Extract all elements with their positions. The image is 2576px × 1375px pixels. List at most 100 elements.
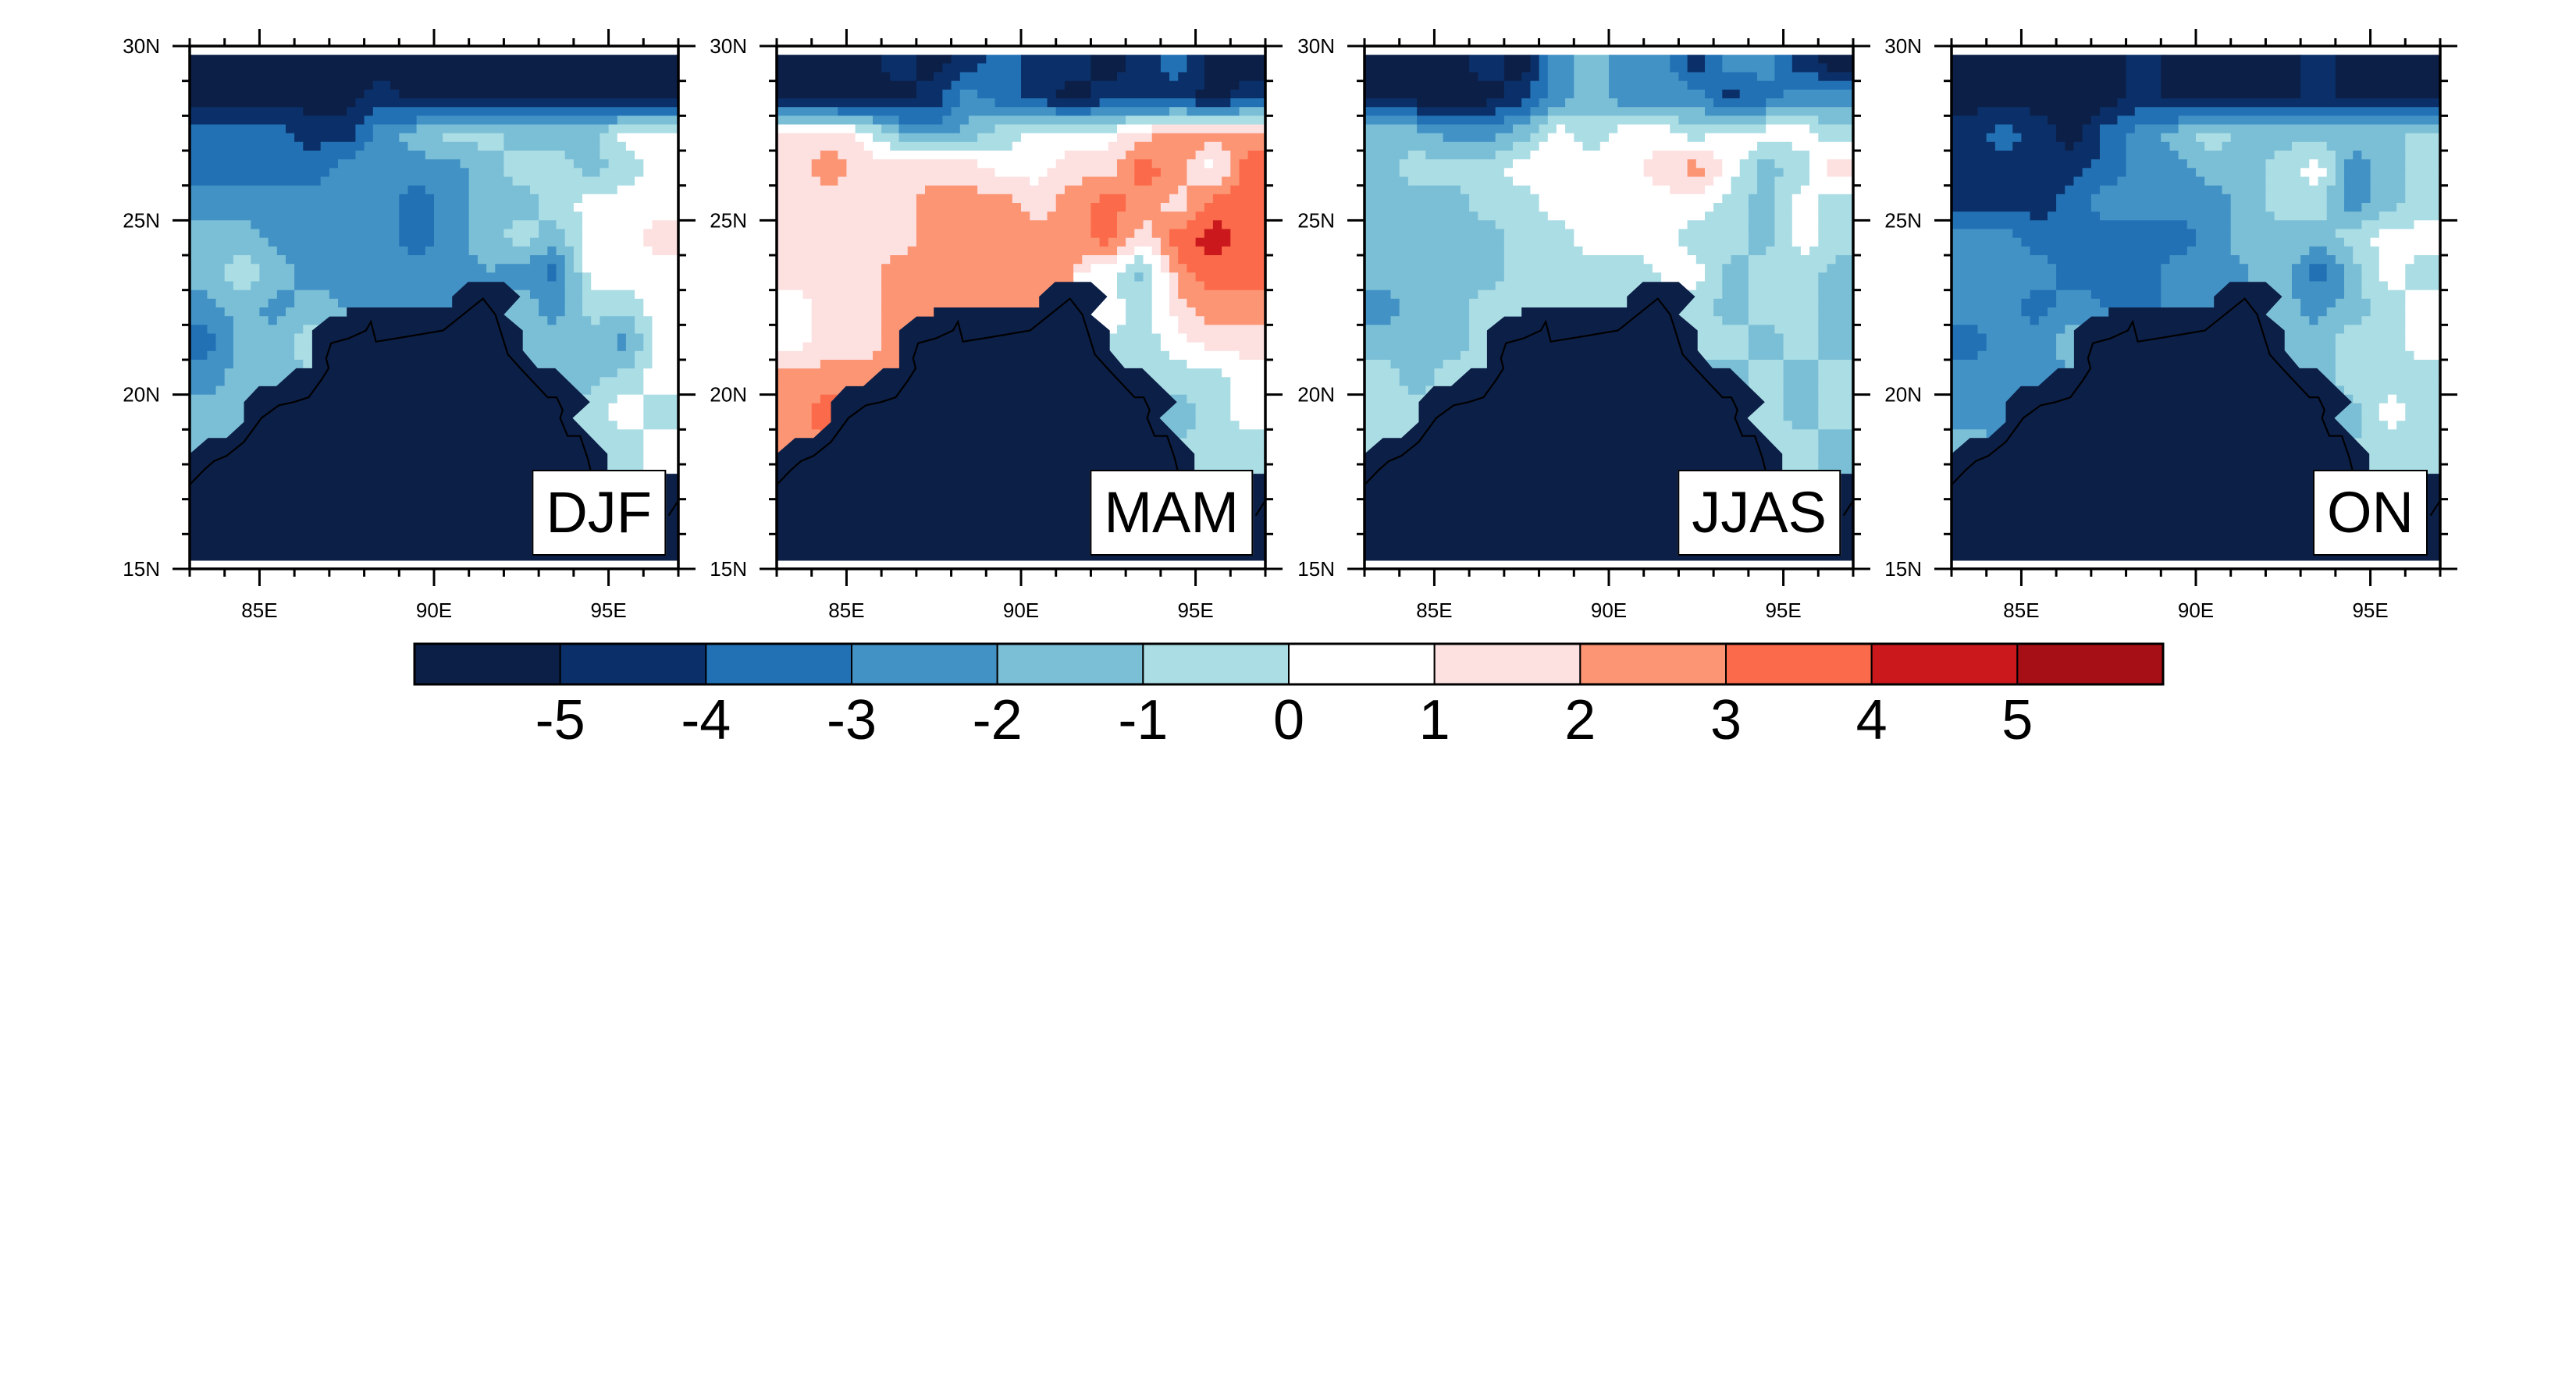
heatmap-cell bbox=[2335, 176, 2345, 187]
heatmap-cell bbox=[1783, 385, 1819, 396]
heatmap-cell bbox=[2318, 159, 2336, 169]
heatmap-cell bbox=[190, 115, 365, 126]
heatmap-cell bbox=[2021, 307, 2048, 317]
heatmap-cell bbox=[1818, 325, 1854, 335]
heatmap-cell bbox=[1478, 211, 1549, 221]
heatmap-cell bbox=[1547, 115, 1680, 126]
heatmap-cell bbox=[1021, 203, 1057, 212]
heatmap-cell bbox=[777, 229, 917, 239]
heatmap-cell bbox=[777, 272, 882, 282]
heatmap-cell bbox=[2387, 421, 2397, 430]
heatmap-cell bbox=[2090, 290, 2161, 300]
heatmap-cell bbox=[1187, 360, 1266, 369]
heatmap-cell bbox=[1187, 203, 1205, 212]
heatmap-cell bbox=[2030, 246, 2188, 256]
heatmap-cell bbox=[1705, 107, 1767, 116]
heatmap-cell bbox=[1204, 203, 1266, 212]
heatmap-cell bbox=[1461, 185, 1531, 195]
heatmap-cell bbox=[434, 194, 470, 204]
heatmap-cell bbox=[1774, 203, 1793, 212]
heatmap-cell bbox=[2353, 455, 2441, 465]
heatmap-cell bbox=[399, 133, 443, 143]
heatmap-cell bbox=[1151, 298, 1170, 308]
heatmap-cell bbox=[1151, 124, 1266, 134]
heatmap-cell bbox=[190, 194, 400, 204]
heatmap-cell bbox=[1204, 246, 1222, 256]
heatmap-cell bbox=[873, 151, 1066, 160]
heatmap-cell bbox=[1952, 168, 2083, 178]
heatmap-cell bbox=[1952, 185, 2065, 195]
heatmap-cell bbox=[1117, 220, 1144, 230]
heatmap-cell bbox=[564, 229, 583, 239]
coastline bbox=[667, 500, 679, 517]
heatmap-cell bbox=[1731, 412, 1784, 421]
heatmap-cell bbox=[1126, 307, 1153, 317]
heatmap-cell bbox=[1099, 194, 1126, 204]
colorbar-label: 3 bbox=[1710, 689, 1742, 751]
heatmap-cell bbox=[1774, 194, 1793, 204]
heatmap-cell bbox=[635, 316, 653, 325]
heatmap-cell bbox=[2090, 203, 2232, 212]
heatmap-cell bbox=[1055, 107, 1091, 116]
heatmap-cell bbox=[1748, 272, 1819, 282]
heatmap-cell bbox=[1195, 237, 1231, 247]
heatmap-cell bbox=[1151, 176, 1187, 187]
heatmap-cell bbox=[1952, 211, 2031, 221]
heatmap-cell bbox=[1012, 141, 1109, 151]
heatmap-cell bbox=[1390, 316, 1470, 325]
heatmap-cell bbox=[881, 63, 917, 73]
heatmap-cell bbox=[643, 168, 679, 178]
heatmap-cell bbox=[2344, 385, 2441, 396]
heatmap-cell bbox=[224, 307, 260, 317]
heatmap-cell bbox=[2178, 151, 2275, 160]
heatmap-cell bbox=[1609, 89, 1706, 99]
heatmap-cell bbox=[2161, 55, 2301, 64]
lon-tick-label: 90E bbox=[2178, 599, 2214, 622]
heatmap-cell bbox=[1117, 281, 1153, 291]
heatmap-cell bbox=[1722, 316, 1749, 325]
heatmap-cell bbox=[2056, 290, 2092, 300]
heatmap-cell bbox=[1818, 272, 1854, 282]
heatmap-cell bbox=[811, 159, 847, 169]
heatmap-cell bbox=[224, 272, 260, 282]
heatmap-cell bbox=[1195, 412, 1231, 421]
heatmap-cell bbox=[1364, 350, 1461, 361]
heatmap-cell bbox=[2073, 141, 2101, 151]
colorbar-swatch bbox=[996, 643, 1144, 685]
heatmap-cell bbox=[1582, 141, 1601, 151]
heatmap-cell bbox=[777, 403, 813, 413]
heatmap-cell bbox=[916, 89, 943, 99]
heatmap-cell bbox=[276, 316, 347, 325]
heatmap-cell bbox=[2056, 194, 2092, 204]
heatmap-cell bbox=[881, 55, 917, 64]
heatmap-cell bbox=[2405, 403, 2441, 413]
heatmap-cell bbox=[959, 72, 1022, 82]
heatmap-cell bbox=[2292, 290, 2345, 300]
heatmap-cell bbox=[777, 72, 891, 82]
heatmap-cell bbox=[2361, 272, 2380, 282]
heatmap-cell bbox=[259, 229, 400, 239]
heatmap-cell bbox=[1818, 229, 1854, 239]
heatmap-cell bbox=[573, 264, 583, 273]
heatmap-cell bbox=[777, 316, 813, 325]
colorbar-swatch bbox=[559, 643, 707, 685]
heatmap-cell bbox=[1695, 360, 1749, 369]
heatmap-cell bbox=[1082, 176, 1135, 187]
heatmap-cell bbox=[2100, 124, 2136, 134]
heatmap-cell bbox=[1204, 159, 1214, 169]
heatmap-cell bbox=[190, 133, 295, 143]
heatmap-cell bbox=[1204, 72, 1266, 82]
axis-ticks bbox=[1934, 29, 2457, 586]
heatmap-cell bbox=[1986, 133, 2022, 143]
heatmap-cell bbox=[251, 255, 286, 265]
heatmap-cell bbox=[1722, 194, 1749, 204]
heatmap-cell bbox=[1766, 464, 1819, 474]
heatmap-cell bbox=[881, 298, 1074, 308]
heatmap-cell bbox=[1678, 72, 1758, 82]
colorbar-label: -4 bbox=[681, 689, 731, 751]
heatmap-cell bbox=[1818, 72, 1854, 82]
heatmap-cell bbox=[777, 133, 856, 143]
heatmap-cell bbox=[1364, 72, 1478, 82]
lon-tick-label: 95E bbox=[2352, 599, 2388, 622]
heatmap-cell bbox=[1705, 133, 1819, 143]
